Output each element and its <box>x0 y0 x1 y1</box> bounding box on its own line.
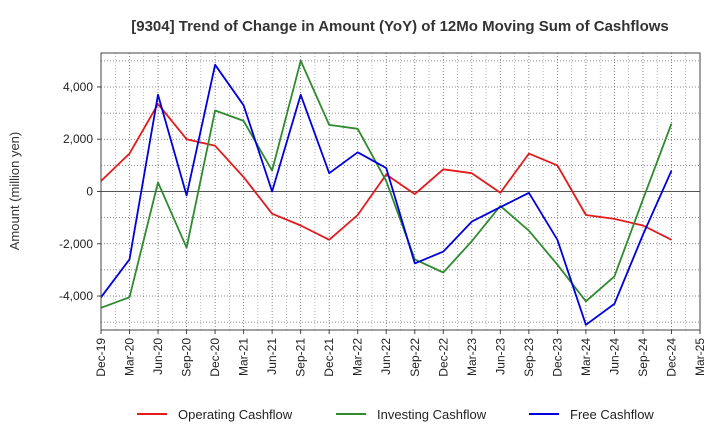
x-tick-label: Jun-20 <box>151 338 165 375</box>
y-tick-label: 2,000 <box>63 132 93 146</box>
y-tick-label: 0 <box>86 185 93 199</box>
x-tick-label: Sep-24 <box>636 338 650 377</box>
x-tick-label: Mar-24 <box>579 338 593 376</box>
free-cashflow-line <box>100 63 673 326</box>
x-tick-label: Jun-24 <box>607 338 621 375</box>
x-tick-label: Dec-23 <box>550 338 564 377</box>
y-tick-label: -4,000 <box>59 289 93 303</box>
legend: Operating Cashflow Investing Cashflow Free… <box>137 407 654 422</box>
investing-cashflow-line <box>100 59 673 309</box>
x-tick-label: Sep-20 <box>180 338 194 377</box>
x-tick-label: Dec-19 <box>94 338 108 377</box>
y-axis-label: Amount (million yen) <box>7 132 22 251</box>
operating-cashflow-line <box>100 103 672 241</box>
x-tick-label: Mar-23 <box>465 338 479 376</box>
x-tick-label: Dec-24 <box>664 338 678 377</box>
x-tick-label: Jun-21 <box>265 338 279 375</box>
x-tick-label: Dec-22 <box>436 338 450 377</box>
chart-title: [9304] Trend of Change in Amount (YoY) o… <box>131 18 669 35</box>
investing-cashflow-legend-label: Investing Cashflow <box>377 407 487 422</box>
x-tick-label: Dec-21 <box>322 338 336 377</box>
x-tick-label: Sep-21 <box>294 338 308 377</box>
series-lines <box>100 59 673 326</box>
x-tick-label: Mar-21 <box>237 338 251 376</box>
y-tick-label: 4,000 <box>63 80 93 94</box>
free-cashflow-legend-label: Free Cashflow <box>570 407 654 422</box>
x-tick-label: Sep-22 <box>408 338 422 377</box>
x-tick-label: Mar-20 <box>123 338 137 376</box>
x-tick-label: Jun-22 <box>379 338 393 375</box>
x-tick-label: Dec-20 <box>208 338 222 377</box>
x-tick-label: Mar-25 <box>693 338 707 376</box>
operating-cashflow-legend-label: Operating Cashflow <box>178 407 293 422</box>
x-tick-label: Jun-23 <box>493 338 507 375</box>
x-tick-label: Sep-23 <box>522 338 536 377</box>
axes: -4,000 -2,000 0 2,000 4,000 Dec-19 Mar-20 Jun-2… <box>59 52 707 377</box>
y-tick-label: -2,000 <box>59 237 93 251</box>
x-tick-label: Mar-22 <box>351 338 365 376</box>
